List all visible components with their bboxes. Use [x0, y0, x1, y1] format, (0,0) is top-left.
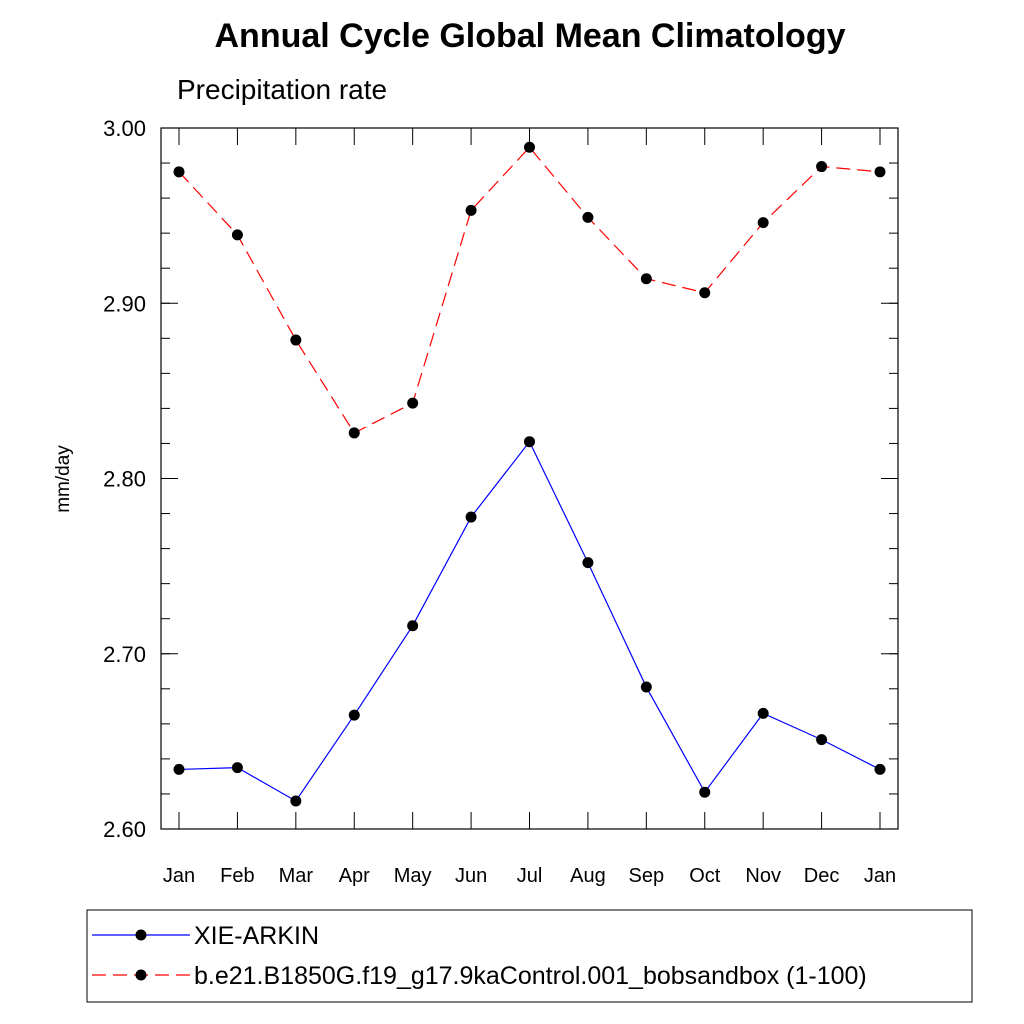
series-lines	[173, 141, 886, 807]
legend-marker	[135, 969, 147, 981]
legend-box	[86, 909, 973, 1003]
y-tick-label: 2.90	[103, 291, 146, 316]
x-tick-label: Mar	[279, 865, 314, 887]
data-point	[874, 166, 886, 178]
y-tick-label: 3.00	[103, 116, 146, 141]
series-line	[178, 146, 881, 434]
x-tick-label: Dec	[804, 865, 840, 887]
data-point	[524, 436, 535, 448]
y-axis-label: mm/day	[53, 445, 74, 513]
chart-subtitle: Precipitation rate	[177, 74, 387, 105]
x-tick-label: Apr	[339, 865, 370, 887]
data-point	[816, 161, 828, 173]
x-tick-label: Feb	[220, 865, 254, 887]
x-tick-label: Sep	[629, 865, 665, 887]
series-line	[178, 440, 881, 802]
legend-label: XIE-ARKIN	[194, 922, 319, 950]
series-1	[173, 436, 886, 807]
data-point	[757, 707, 769, 719]
axis-ticks	[161, 127, 898, 830]
data-point	[290, 795, 302, 807]
legend-label: b.e21.B1850G.f19_g17.9kaControl.001_bobs…	[194, 962, 867, 990]
data-point	[640, 681, 652, 693]
chart-title: Annual Cycle Global Mean Climatology	[215, 17, 846, 55]
y-tick-labels: 2.60 2.70 2.80 2.90 3.00	[103, 116, 146, 842]
x-tick-label: May	[394, 865, 432, 887]
data-point	[348, 427, 360, 439]
y-tick-label: 2.70	[103, 642, 146, 667]
data-point	[582, 557, 594, 569]
x-tick-label: Jan	[163, 865, 195, 887]
data-point	[582, 211, 594, 223]
x-tick-label: Jan	[864, 865, 896, 887]
data-point	[699, 287, 711, 299]
data-point	[699, 786, 711, 798]
data-point	[173, 166, 185, 178]
x-tick-label: Oct	[689, 865, 721, 887]
x-tick-label: Jun	[455, 865, 487, 887]
legend: XIE-ARKIN b.e21.B1850G.f19_g17.9kaControl…	[86, 909, 973, 1003]
data-point	[640, 273, 652, 285]
x-tick-label: Nov	[745, 865, 781, 887]
x-tick-labels: Jan Feb Mar Apr May Jun Jul Aug Sep Oct Nov Dec Jan	[163, 865, 896, 887]
data-point	[524, 141, 535, 153]
data-point	[290, 334, 302, 346]
data-point	[465, 511, 477, 523]
data-point	[348, 709, 360, 721]
series-2	[173, 141, 886, 439]
data-point	[231, 229, 243, 241]
data-point	[757, 217, 769, 229]
legend-marker	[135, 929, 147, 941]
data-point	[816, 734, 828, 746]
data-point	[173, 763, 185, 775]
data-point	[407, 397, 419, 409]
x-tick-label: Aug	[570, 865, 606, 887]
data-point	[231, 762, 243, 774]
y-tick-label: 2.80	[103, 467, 146, 492]
x-tick-label: Jul	[517, 865, 543, 887]
data-point	[874, 763, 886, 775]
data-point	[465, 204, 477, 216]
data-point	[407, 620, 419, 632]
y-tick-label: 2.60	[103, 817, 146, 842]
